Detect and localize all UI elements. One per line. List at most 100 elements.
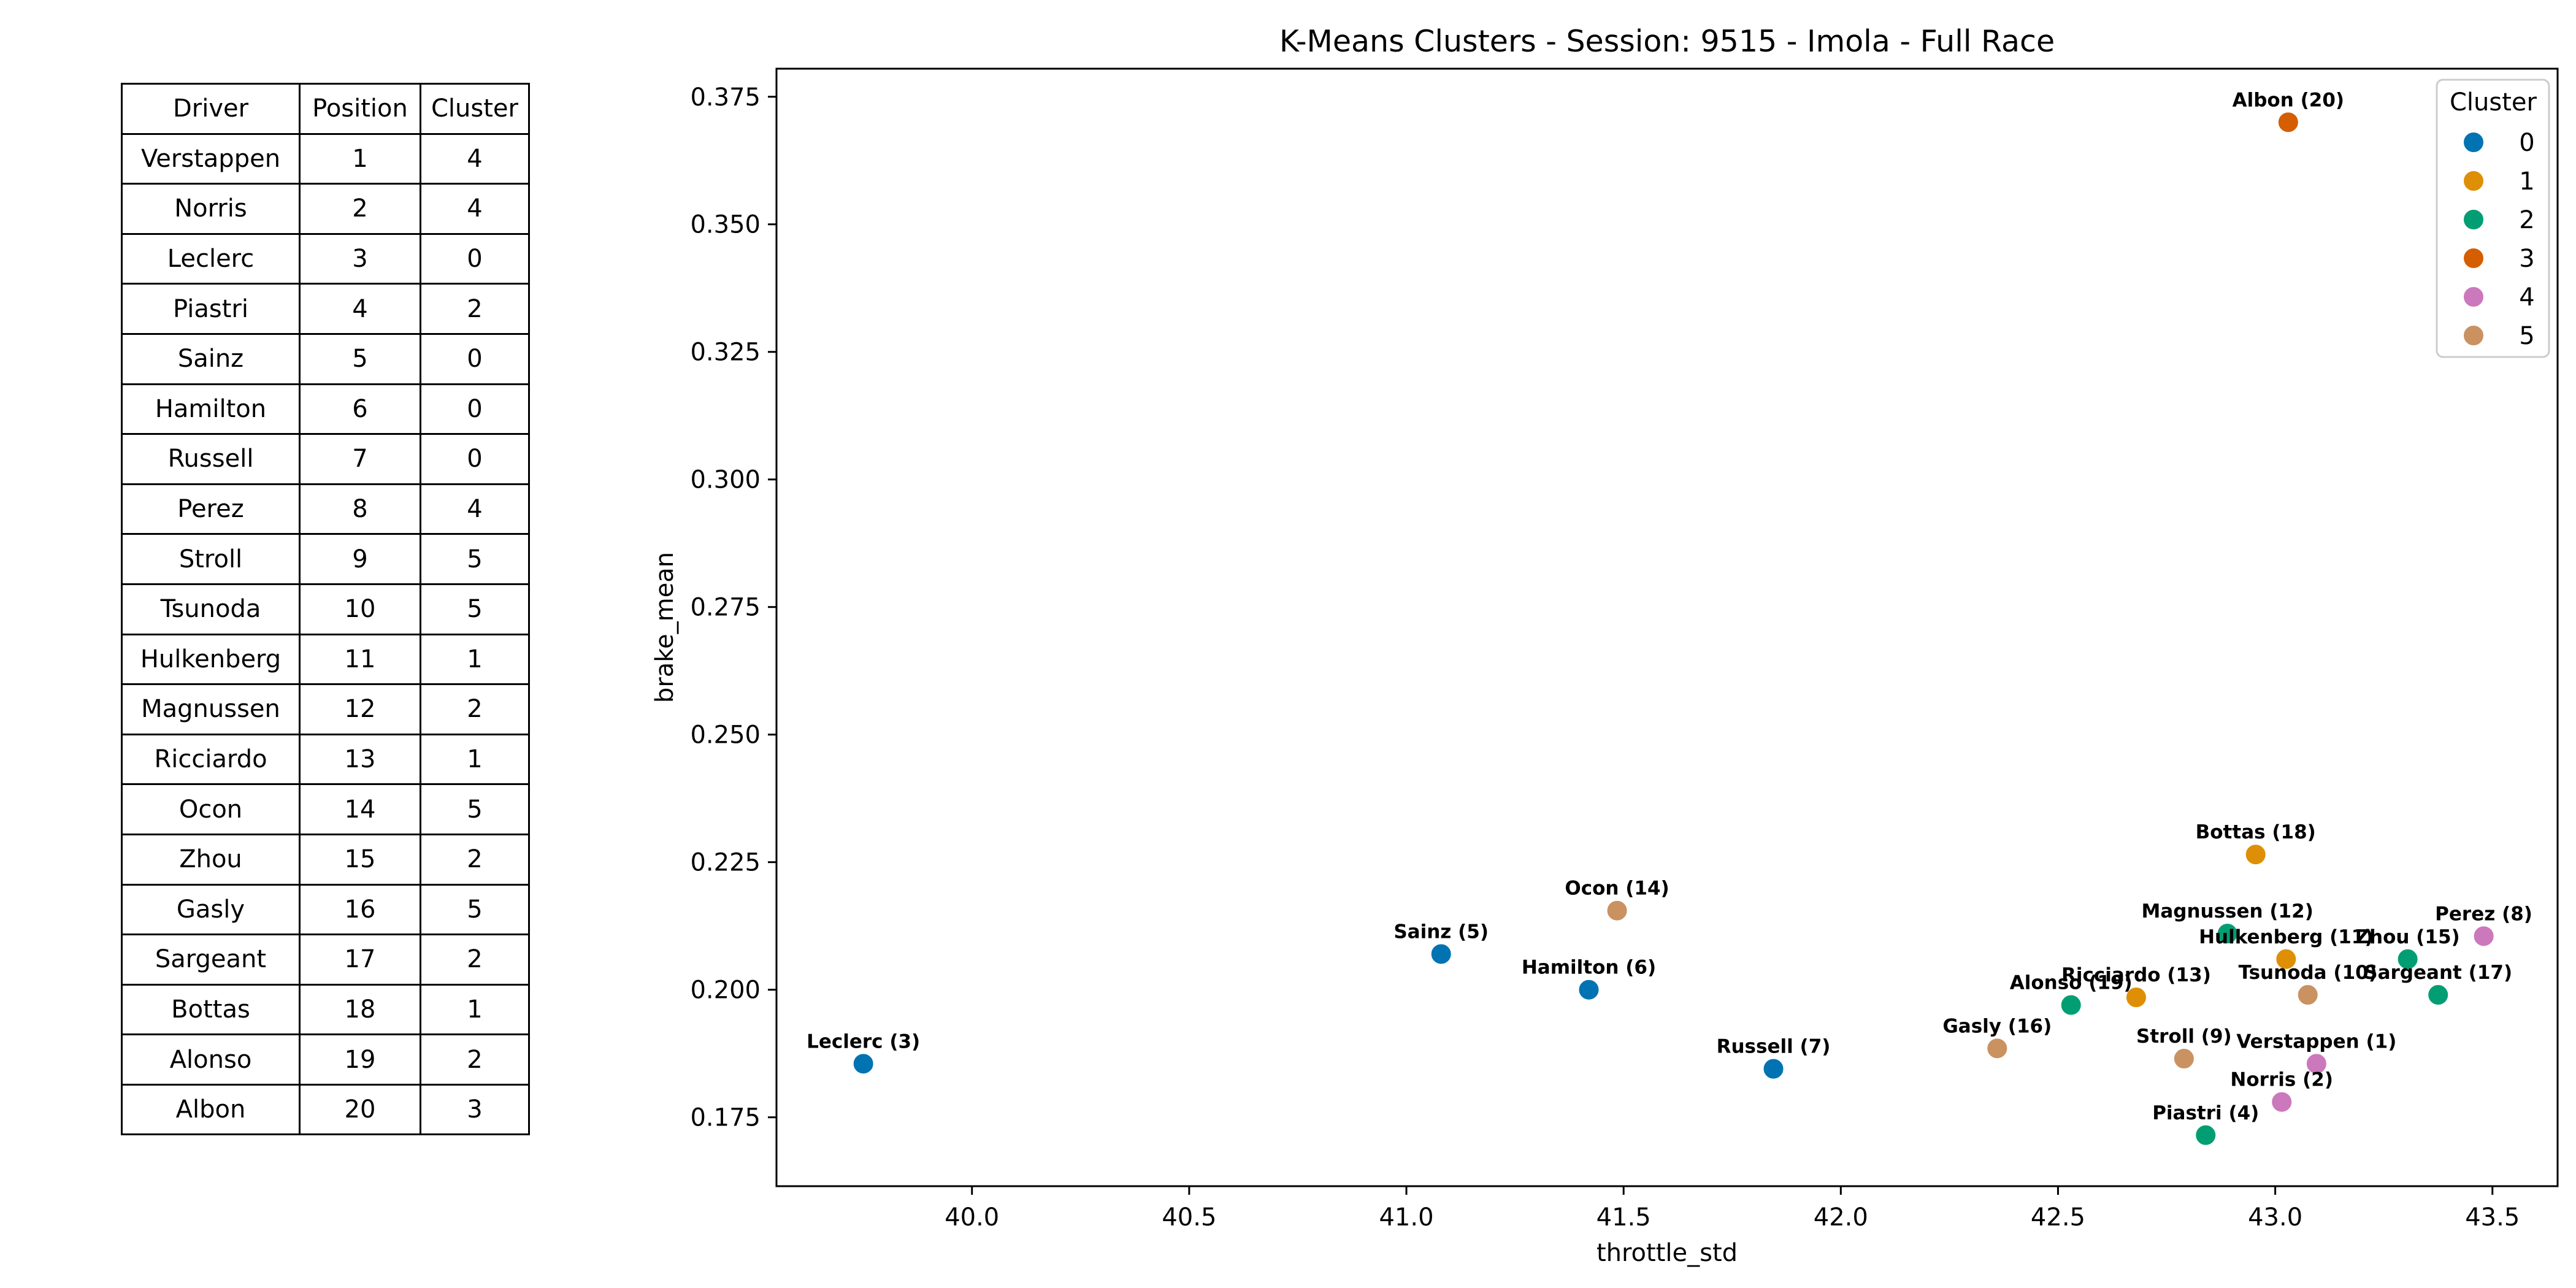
scatter-point — [2296, 984, 2319, 1006]
table-body: Verstappen 1 4 Norris 2 4 Leclerc 3 0 Piastri 4 2 Sa… — [121, 132, 530, 1136]
point-label: Alonso (19) — [2010, 972, 2133, 994]
table-header-row: Driver Position Cluster — [121, 83, 530, 135]
point-label: Sargeant (17) — [2364, 962, 2512, 984]
point-label: Leclerc (3) — [807, 1030, 920, 1052]
cell-cluster: 2 — [420, 683, 530, 735]
cell-driver: Alonso — [121, 1033, 301, 1086]
cell-position: 19 — [299, 1033, 421, 1086]
y-axis: 0.175 0.200 0.225 0.250 0.275 0.300 0.325 0.350… — [690, 83, 776, 1132]
cell-position: 2 — [299, 183, 421, 235]
scatter-point — [2427, 984, 2450, 1006]
cell-position: 1 — [299, 132, 421, 185]
legend: Cluster 0 1 2 3 4 5 — [2436, 79, 2550, 358]
cell-driver: Gasly — [121, 883, 301, 936]
legend-marker — [2463, 247, 2485, 269]
cell-position: 9 — [299, 533, 421, 585]
point-label: Bottas (18) — [2196, 821, 2316, 843]
scatter-point — [2125, 986, 2147, 1009]
scatter-point — [2275, 948, 2298, 970]
cell-cluster: 0 — [420, 232, 530, 285]
cell-driver: Sargeant — [121, 933, 301, 986]
cell-driver: Leclerc — [121, 232, 301, 285]
point-label: Verstappen (1) — [2236, 1030, 2396, 1052]
table-row: Zhou 15 2 — [121, 833, 530, 886]
cell-position: 4 — [299, 283, 421, 335]
table-row: Stroll 9 5 — [121, 533, 530, 585]
x-tick-label: 43.0 — [2248, 1203, 2302, 1232]
y-tick-label: 0.350 — [690, 211, 761, 239]
header-driver: Driver — [121, 83, 301, 135]
cell-position: 16 — [299, 883, 421, 936]
scatter-point — [852, 1052, 875, 1075]
point-label: Sainz (5) — [1393, 921, 1489, 943]
point-label: Tsunoda (10) — [2239, 962, 2377, 984]
cell-driver: Tsunoda — [121, 583, 301, 635]
point-label: Gasly (16) — [1942, 1015, 2052, 1037]
point-label: Ocon (14) — [1565, 878, 1669, 900]
point-label: Russell (7) — [1717, 1036, 1831, 1058]
x-tick-label: 40.5 — [1162, 1203, 1216, 1232]
point-label: Perez (8) — [2435, 903, 2532, 925]
cell-driver: Russell — [121, 433, 301, 485]
cell-position: 18 — [299, 983, 421, 1036]
x-axis-label: throttle_std — [1597, 1239, 1738, 1267]
table-row: Hamilton 6 0 — [121, 383, 530, 435]
scatter-point — [2305, 1052, 2328, 1075]
legend-entry-label: 4 — [2519, 283, 2534, 312]
cell-position: 13 — [299, 733, 421, 786]
x-axis: 40.0 40.5 41.0 41.5 42.0 42.5 43.0 43.5 — [945, 1186, 2520, 1232]
cell-driver: Hulkenberg — [121, 633, 301, 686]
legend-title: Cluster — [2450, 88, 2537, 117]
point-label: Ricciardo (13) — [2061, 964, 2211, 986]
cell-position: 10 — [299, 583, 421, 635]
scatter-point — [2195, 1124, 2217, 1146]
cell-position: 17 — [299, 933, 421, 986]
scatter-points — [852, 111, 2495, 1146]
y-tick-label: 0.175 — [690, 1104, 761, 1132]
cell-position: 14 — [299, 783, 421, 835]
legend-marker — [2463, 131, 2485, 153]
y-tick-label: 0.250 — [690, 721, 761, 749]
scatter-point — [1606, 899, 1628, 922]
y-tick-label: 0.200 — [690, 976, 761, 1005]
cell-cluster: 5 — [420, 883, 530, 936]
cell-cluster: 2 — [420, 283, 530, 335]
cell-driver: Ricciardo — [121, 733, 301, 786]
cell-driver: Zhou — [121, 833, 301, 886]
header-cluster: Cluster — [420, 83, 530, 135]
point-label: Albon (20) — [2233, 89, 2344, 111]
cell-position: 6 — [299, 383, 421, 435]
cell-cluster: 4 — [420, 483, 530, 535]
x-tick-label: 43.5 — [2465, 1203, 2520, 1232]
x-tick-label: 41.0 — [1379, 1203, 1433, 1232]
table-row: Ricciardo 13 1 — [121, 733, 530, 786]
point-label: Hamilton (6) — [1522, 957, 1656, 979]
scatter-point — [1430, 943, 1452, 965]
legend-marker — [2463, 286, 2485, 308]
cell-cluster: 5 — [420, 583, 530, 635]
cell-cluster: 1 — [420, 633, 530, 686]
table-row: Piastri 4 2 — [121, 283, 530, 335]
cell-cluster: 4 — [420, 132, 530, 185]
cell-position: 8 — [299, 483, 421, 535]
legend-entry-label: 5 — [2519, 322, 2534, 350]
scatter-point — [1762, 1057, 1785, 1080]
cell-cluster: 0 — [420, 433, 530, 485]
cell-position: 12 — [299, 683, 421, 735]
y-tick-label: 0.275 — [690, 594, 761, 622]
legend-entry-label: 3 — [2519, 245, 2534, 273]
table-row: Sargeant 17 2 — [121, 933, 530, 986]
scatter-point — [2172, 1048, 2195, 1070]
cell-driver: Albon — [121, 1083, 301, 1136]
scatter-point — [1577, 978, 1600, 1001]
scatter-point — [2472, 925, 2495, 948]
cell-cluster: 2 — [420, 1033, 530, 1086]
legend-entry-label: 1 — [2519, 167, 2534, 196]
plot-frame — [775, 67, 2559, 1187]
cell-cluster: 5 — [420, 783, 530, 835]
point-labels: Leclerc (3) Sainz (5) Hamilton (6) Russell … — [807, 89, 2532, 1124]
table-row: Hulkenberg 11 1 — [121, 633, 530, 686]
cell-driver: Piastri — [121, 283, 301, 335]
cell-cluster: 0 — [420, 383, 530, 435]
